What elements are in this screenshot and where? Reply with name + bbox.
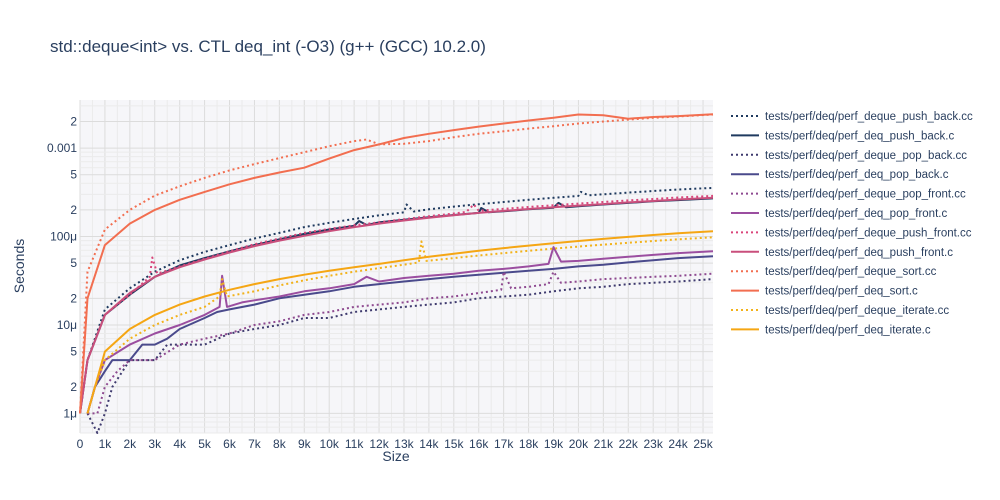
legend-item[interactable]: tests/perf/deq/perf_deq_push_front.c xyxy=(731,247,953,259)
x-tick-label: 2k xyxy=(123,437,137,451)
x-tick-label: 9k xyxy=(298,437,312,451)
legend-label: tests/perf/deq/perf_deq_push_front.c xyxy=(765,247,953,259)
legend-item[interactable]: tests/perf/deq/perf_deque_push_back.cc xyxy=(731,111,973,123)
y-tick-label: 1μ xyxy=(63,406,77,420)
series-line-1 xyxy=(79,186,714,414)
legend-label: tests/perf/deq/perf_deque_sort.cc xyxy=(765,266,937,278)
x-axis-title: Size xyxy=(382,448,409,464)
legend-item[interactable]: tests/perf/deq/perf_deq_pop_back.c xyxy=(731,169,949,181)
x-tick-label: 23k xyxy=(644,437,664,451)
x-tick-label: 18k xyxy=(519,437,539,451)
y-tick-label: 2 xyxy=(70,291,77,305)
y-tick-label: 2 xyxy=(70,114,77,128)
series-line-9 xyxy=(79,113,714,414)
x-tick-label: 16k xyxy=(469,437,489,451)
legend-item[interactable]: tests/perf/deq/perf_deque_iterate.cc xyxy=(731,305,949,317)
x-tick-label: 20k xyxy=(569,437,589,451)
legend-label: tests/perf/deq/perf_deque_pop_back.cc xyxy=(765,150,967,162)
legend-item[interactable]: tests/perf/deq/perf_deq_pop_front.c xyxy=(731,208,947,220)
x-tick-label: 17k xyxy=(494,437,514,451)
x-tick-label: 4k xyxy=(173,437,187,451)
x-tick-label: 0 xyxy=(77,437,84,451)
x-tick-label: 5k xyxy=(198,437,212,451)
legend-label: tests/perf/deq/perf_deque_push_front.cc xyxy=(765,227,972,239)
legend-item[interactable]: tests/perf/deq/perf_deq_sort.c xyxy=(731,286,918,298)
series-line-5 xyxy=(87,270,714,415)
series-line-10 xyxy=(79,113,714,414)
legend-item[interactable]: tests/perf/deq/perf_deque_sort.cc xyxy=(731,266,937,278)
y-tick-label: 2 xyxy=(70,203,77,217)
grid xyxy=(79,100,713,434)
x-tick-label: 1k xyxy=(99,437,113,451)
series-line-7 xyxy=(79,194,714,414)
y-tick-label: 10μ xyxy=(57,318,77,332)
legend-item[interactable]: tests/perf/deq/perf_deq_iterate.c xyxy=(731,324,931,336)
legend-item[interactable]: tests/perf/deq/perf_deque_push_front.cc xyxy=(731,227,972,239)
x-tick-label: 22k xyxy=(619,437,639,451)
x-tick-label: 25k xyxy=(693,437,713,451)
x-tick-label: 14k xyxy=(419,437,439,451)
y-tick-label: 100μ xyxy=(50,230,77,244)
x-tick-label: 11k xyxy=(345,437,364,451)
x-tick-label: 7k xyxy=(248,437,262,451)
legend-label: tests/perf/deq/perf_deq_pop_back.c xyxy=(765,169,949,181)
y-tick-label: 2 xyxy=(70,380,77,394)
legend-label: tests/perf/deq/perf_deque_push_back.cc xyxy=(765,111,973,123)
y-tick-label: 0.001 xyxy=(47,141,77,155)
legend-label: tests/perf/deq/perf_deq_iterate.c xyxy=(765,324,931,336)
series-line-12 xyxy=(86,230,714,414)
x-tick-label: 19k xyxy=(544,437,564,451)
x-axis-ticks: 0 1k 2k 3k 4k 5k 6k 7k 8k 9k 10k 11k 12k 13k 14k 15k 16k… xyxy=(77,437,714,451)
x-tick-label: 13k xyxy=(394,437,414,451)
x-tick-label: 6k xyxy=(223,437,237,451)
x-tick-label: 12k xyxy=(369,437,389,451)
x-tick-label: 10k xyxy=(320,437,340,451)
x-tick-label: 8k xyxy=(273,437,287,451)
chart-title: std::deque<int> vs. CTL deq_int (-O3) (g… xyxy=(50,37,486,56)
legend-label: tests/perf/deq/perf_deque_pop_front.cc xyxy=(765,189,966,201)
x-tick-label: 15k xyxy=(444,437,464,451)
series-line-6 xyxy=(86,246,714,414)
legend-item[interactable]: tests/perf/deq/perf_deque_pop_front.cc xyxy=(731,189,966,201)
legend-label: tests/perf/deq/perf_deq_sort.c xyxy=(765,286,918,298)
series-layer xyxy=(79,113,714,434)
legend[interactable]: tests/perf/deq/perf_deque_push_back.ccte… xyxy=(731,111,973,336)
series-line-4 xyxy=(86,255,714,414)
legend-label: tests/perf/deq/perf_deq_pop_front.c xyxy=(765,208,947,220)
legend-item[interactable]: tests/perf/deq/perf_deque_pop_back.cc xyxy=(731,150,967,162)
x-tick-label: 21k xyxy=(594,437,614,451)
x-tick-label: 3k xyxy=(148,437,162,451)
y-axis-ticks: 1μ 2 5 10μ 2 5 100μ 2 5 0.001 2 xyxy=(47,114,77,420)
legend-label: tests/perf/deq/perf_deque_iterate.cc xyxy=(765,305,949,317)
legend-item[interactable]: tests/perf/deq/perf_deq_push_back.c xyxy=(731,130,954,142)
legend-label: tests/perf/deq/perf_deq_push_back.c xyxy=(765,130,954,142)
y-axis-title: Seconds xyxy=(11,239,27,293)
y-tick-label: 5 xyxy=(70,345,77,359)
series-line-8 xyxy=(79,196,714,414)
x-tick-label: 24k xyxy=(668,437,688,451)
y-tick-label: 5 xyxy=(70,168,77,182)
y-tick-label: 5 xyxy=(70,256,77,270)
